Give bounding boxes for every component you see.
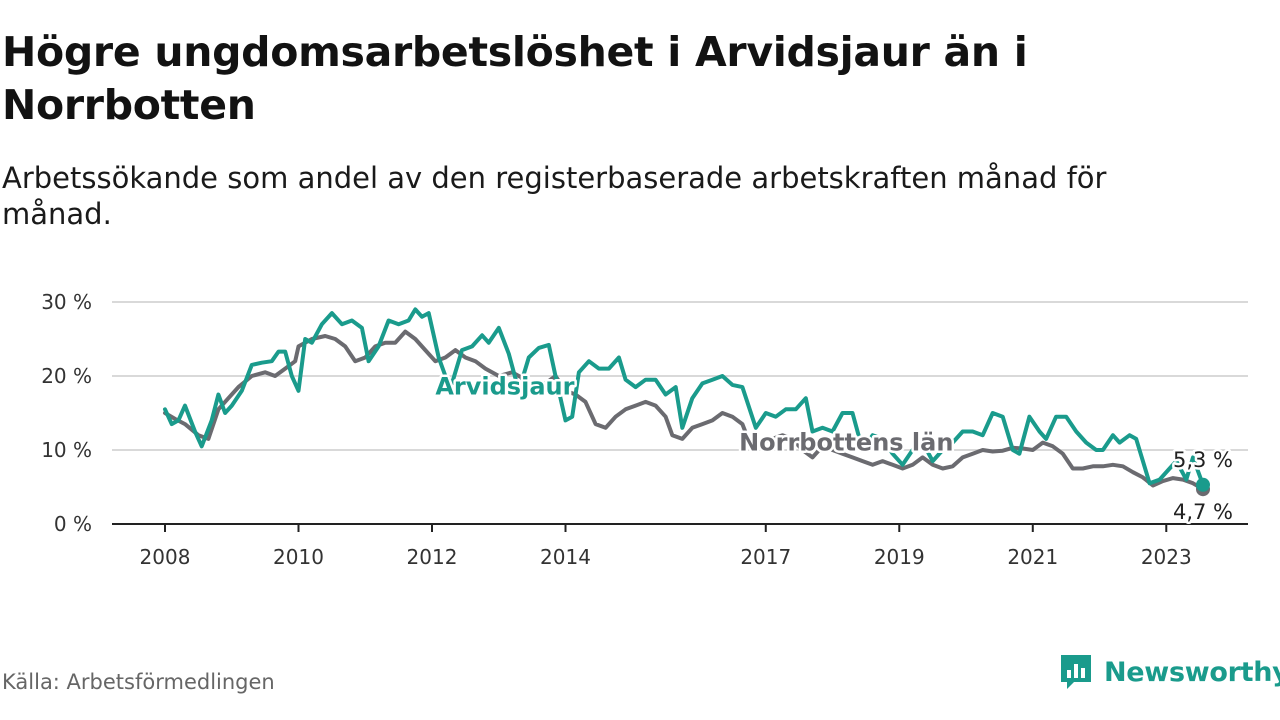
x-tick-label: 2023	[1141, 545, 1192, 569]
chart-title: Högre ungdomsarbetslöshet i Arvidsjaur ä…	[2, 28, 1028, 129]
x-tick-label: 2008	[140, 545, 191, 569]
x-tick-label: 2014	[540, 545, 591, 569]
y-tick-label: 0 %	[54, 512, 92, 536]
chart-subtitle: Arbetssökande som andel av den registerb…	[2, 161, 1107, 231]
series-lines	[163, 307, 1210, 497]
y-axis-ticks: 0 % 10 % 20 % 30 %	[41, 290, 92, 536]
line-chart: 0 % 10 % 20 % 30 % 2008 2010 2012 2014 2017 2019…	[41, 290, 1248, 569]
brand-logo[interactable]: Newsworthy	[1058, 650, 1280, 694]
end-value-label: 4,7 %	[1173, 500, 1233, 524]
series-line-norrbotten	[163, 329, 1205, 492]
x-tick-label: 2019	[874, 545, 925, 569]
y-tick-label: 10 %	[41, 438, 92, 462]
y-tick-label: 30 %	[41, 290, 92, 314]
x-tick-label: 2021	[1007, 545, 1058, 569]
x-tick-label: 2010	[273, 545, 324, 569]
x-tick-label: 2012	[407, 545, 458, 569]
series-labels: Norrbottens län 4,7 % Arvidsjaur 5,3 %	[433, 370, 1236, 527]
series-label: Arvidsjaur	[435, 373, 574, 401]
x-tick-label: 2017	[740, 545, 791, 569]
x-axis-ticks: 2008 2010 2012 2014 2017 2019 2021 2023	[140, 524, 1192, 569]
series-label: Norrbottens län	[739, 429, 953, 457]
end-value-label: 5,3 %	[1173, 448, 1233, 472]
series-end-marker	[1196, 477, 1210, 492]
series-line-arvidsjaur	[163, 307, 1205, 487]
newsworthy-logo-icon	[1061, 655, 1091, 689]
gridlines	[112, 301, 1248, 451]
y-tick-label: 20 %	[41, 364, 92, 388]
source-note: Källa: Arbetsförmedlingen	[2, 670, 275, 694]
brand-name: Newsworthy	[1104, 656, 1280, 688]
